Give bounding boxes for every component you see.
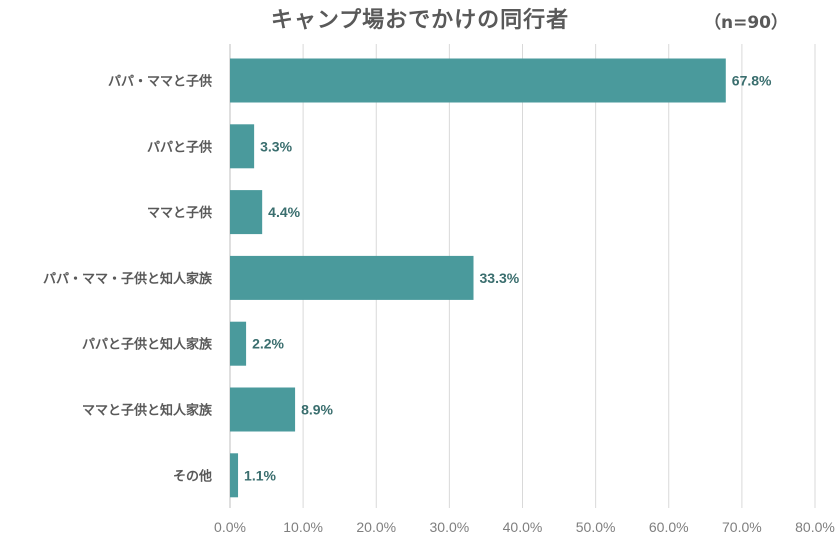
bar (230, 124, 255, 169)
data-label: 67.8% (732, 73, 772, 89)
data-label: 2.2% (252, 336, 284, 352)
bar (230, 453, 239, 498)
category-label: パパ・ママ・子供と知人家族 (43, 271, 213, 287)
data-label: 1.1% (244, 467, 276, 483)
chart-title: キャンプ場おでかけの同行者 (270, 8, 570, 33)
x-tick-label: 0.0% (214, 519, 246, 535)
data-label: 3.3% (260, 138, 292, 154)
sample-size-label: （n=90） (703, 13, 788, 33)
data-label: 33.3% (480, 270, 520, 286)
labels: 0.0% 10.0% 20.0% 30.0% 40.0% 50.0% 60.0% 70.0% 8… (43, 73, 835, 536)
x-tick-label: 10.0% (283, 519, 323, 535)
bars (230, 58, 726, 498)
category-label: ママと子供 (147, 205, 212, 221)
category-label: パパと子供と知人家族 (82, 337, 213, 353)
category-label: パパと子供 (147, 139, 212, 155)
x-tick-label: 40.0% (503, 519, 543, 535)
bar (230, 255, 474, 300)
bar (230, 321, 247, 366)
x-tick-label: 80.0% (795, 519, 835, 535)
x-tick-label: 50.0% (576, 519, 616, 535)
bar (230, 190, 263, 235)
data-label: 4.4% (268, 204, 300, 220)
x-tick-label: 20.0% (356, 519, 396, 535)
x-tick-label: 60.0% (649, 519, 689, 535)
x-tick-label: 70.0% (722, 519, 762, 535)
category-label: その他 (173, 468, 212, 484)
data-label: 8.9% (301, 402, 333, 418)
category-label: パパ・ママと子供 (108, 74, 212, 90)
bar (230, 387, 296, 432)
category-label: ママと子供と知人家族 (82, 403, 213, 419)
bar (230, 58, 726, 103)
x-tick-label: 30.0% (430, 519, 470, 535)
